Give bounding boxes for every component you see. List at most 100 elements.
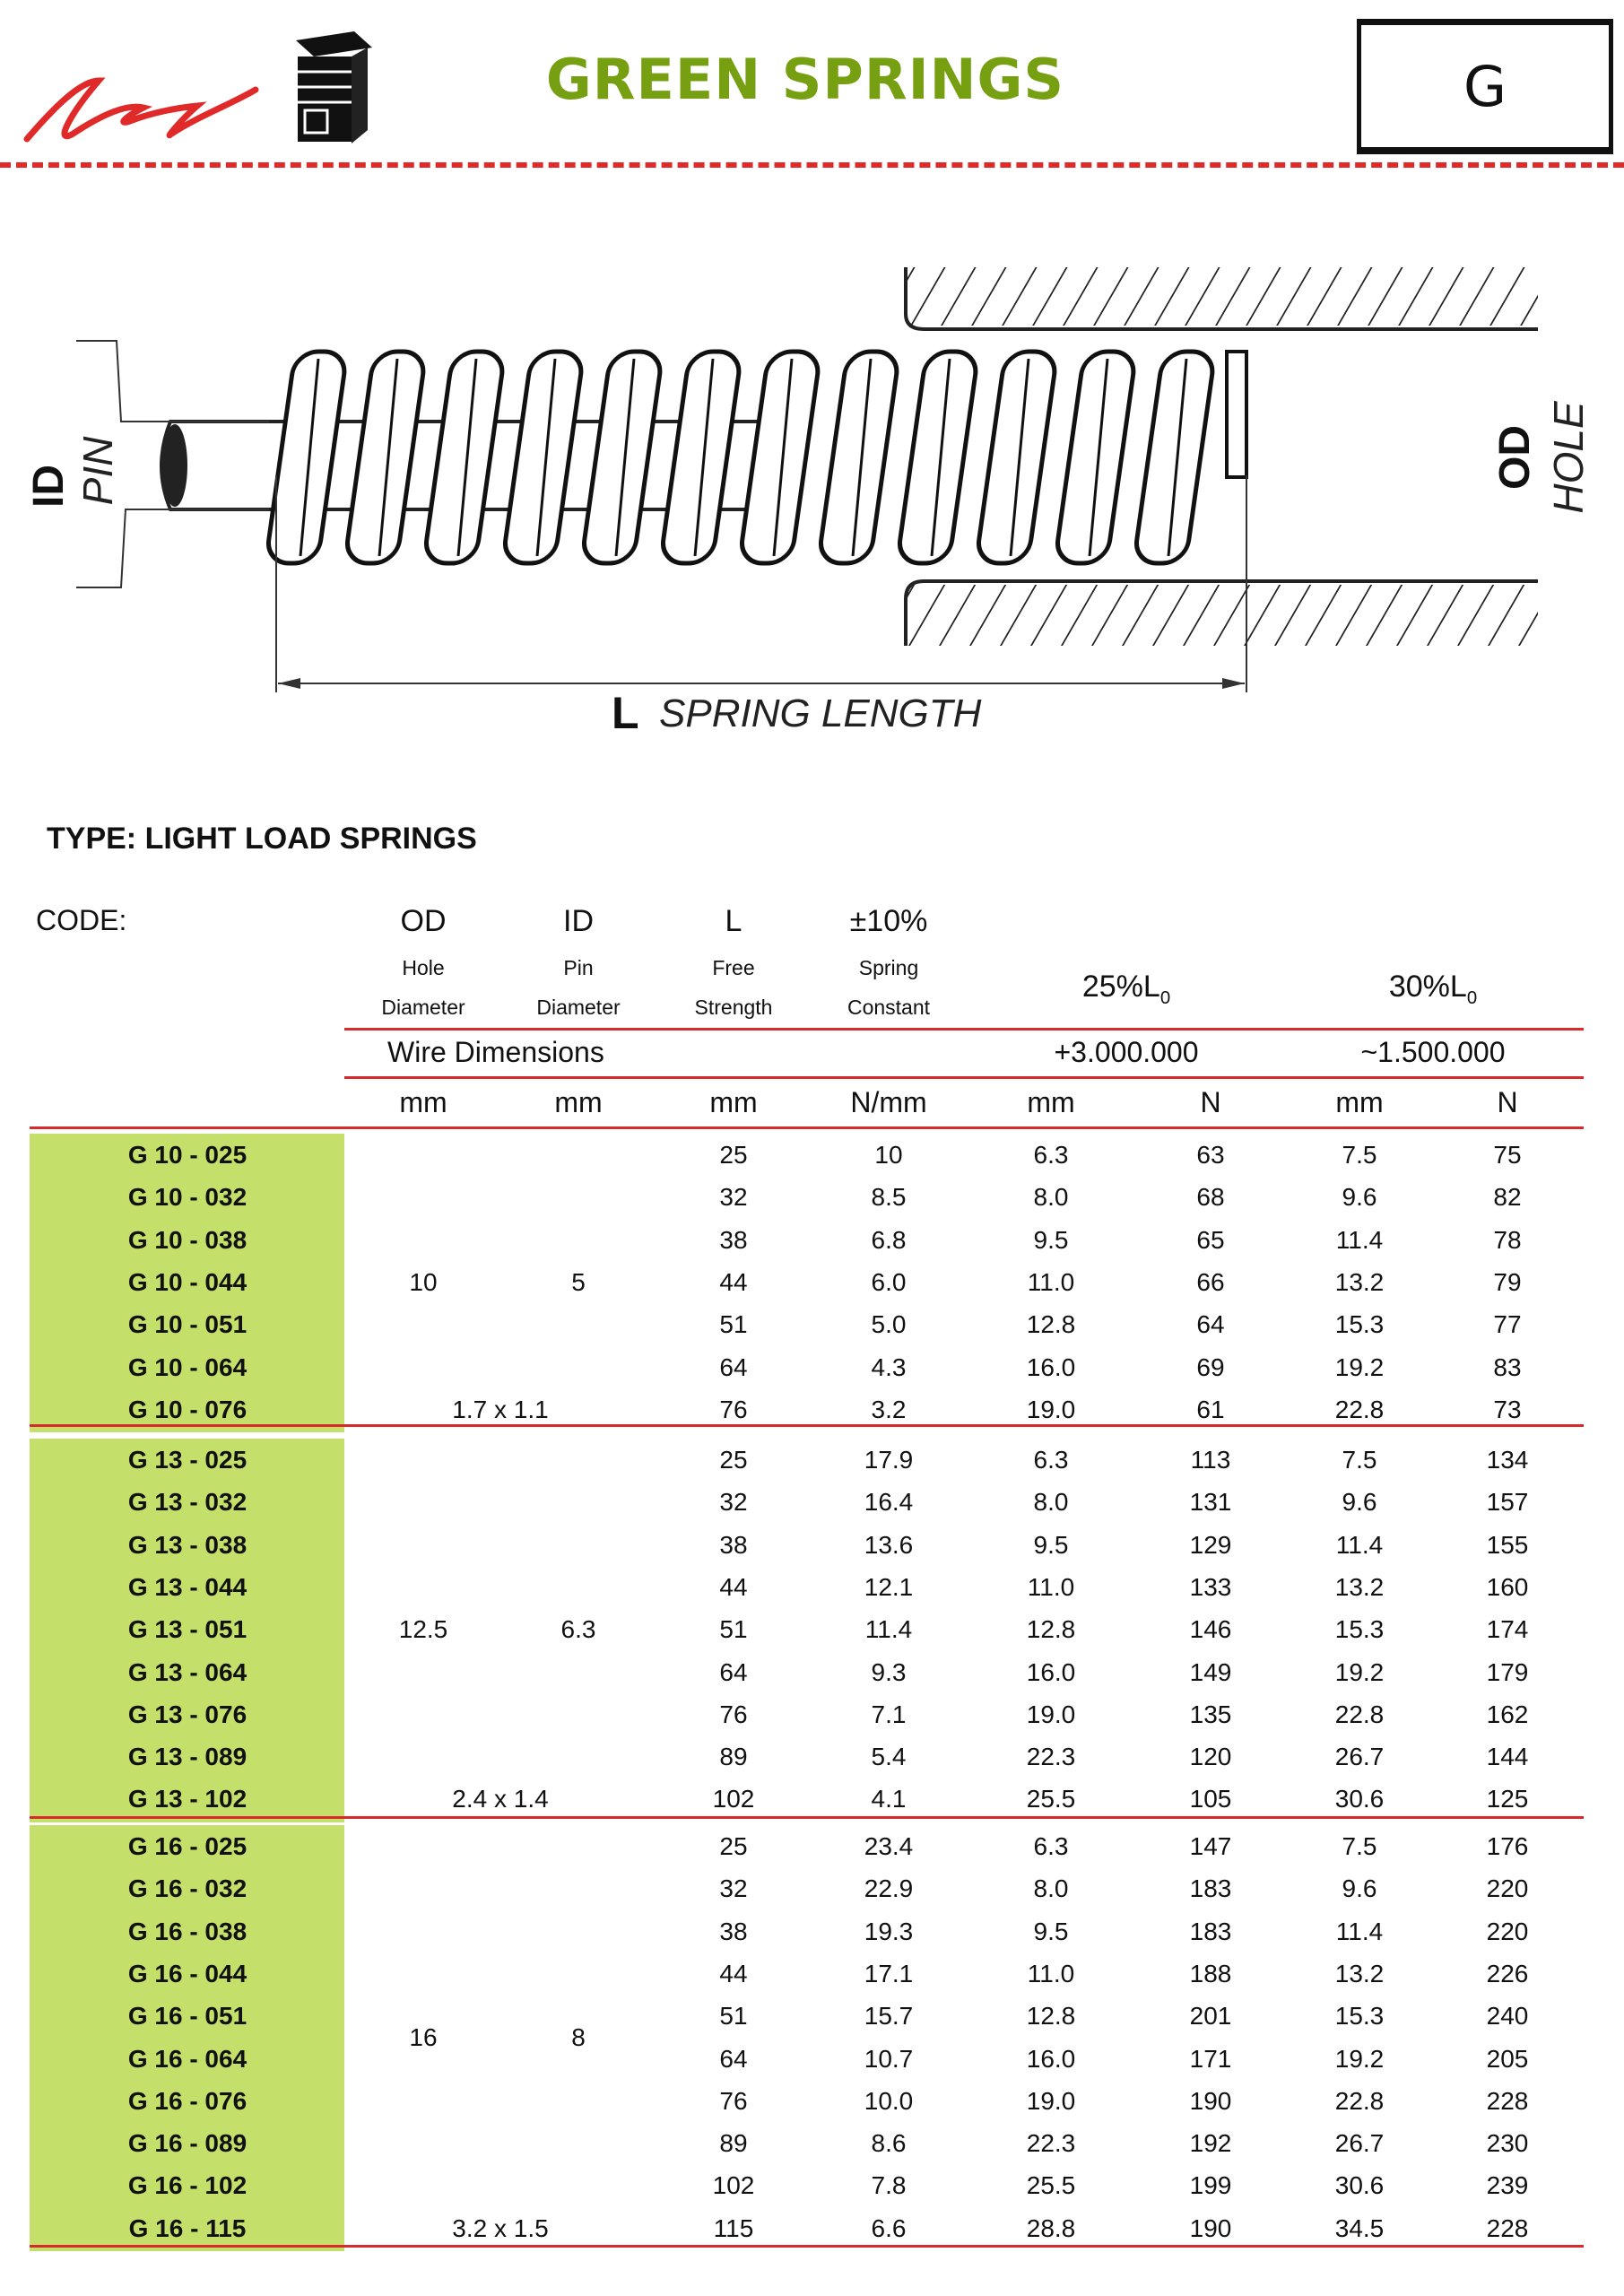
table-cell: 76 — [719, 1700, 748, 1728]
table-cell: 77 — [1493, 1310, 1522, 1339]
spring-coil — [581, 349, 663, 566]
divider — [344, 1076, 1584, 1079]
unit-header: mm — [399, 1086, 447, 1118]
table-cell: 146 — [1189, 1615, 1232, 1644]
table-cell: 171 — [1189, 2044, 1232, 2073]
pin-label: PIN — [74, 436, 121, 505]
group-divider — [30, 2245, 1584, 2248]
column-subheader: Diameter — [536, 996, 621, 1019]
table-cell: 9.6 — [1342, 1183, 1377, 1212]
table-cell: 12.8 — [1026, 1310, 1076, 1339]
table-cell: 160 — [1486, 1572, 1529, 1601]
table-cell: 68 — [1196, 1183, 1225, 1212]
spring-code: G 16 - 089 — [127, 2129, 248, 2158]
table-cell: 11.4 — [1335, 1917, 1384, 1945]
table-cell: 113 — [1190, 1446, 1231, 1474]
code-column-highlight — [30, 1439, 344, 1822]
table-cell: 19.2 — [1334, 2044, 1385, 2073]
cycles-30: ~1.500.000 — [1360, 1036, 1506, 1068]
coil-edge — [772, 358, 794, 557]
table-cell: 220 — [1486, 1874, 1529, 1903]
spring-coil — [976, 349, 1057, 566]
table-cell: 11.0 — [1027, 1572, 1075, 1601]
table-cell: 10.7 — [864, 2044, 914, 2073]
spring-code: G 10 - 044 — [127, 1267, 248, 1296]
table-cell: 183 — [1189, 1874, 1232, 1903]
coil-edge — [851, 358, 873, 557]
table-cell: 9.6 — [1342, 1488, 1377, 1517]
spring-code: G 13 - 032 — [127, 1488, 248, 1517]
unit-header: mm — [554, 1086, 603, 1118]
table-cell: 190 — [1189, 2086, 1232, 2115]
table-cell: 23.4 — [864, 1832, 914, 1860]
table-cell: 3.2 — [871, 1395, 907, 1423]
table-cell: 32 — [719, 1488, 748, 1517]
hole-diameter: 12.5 — [398, 1615, 448, 1644]
table-cell: 13.2 — [1334, 1572, 1385, 1601]
table-cell: 64 — [719, 2044, 748, 2073]
coil-edge — [614, 358, 636, 557]
series-badge: G — [1357, 19, 1613, 154]
table-cell: 22.8 — [1334, 1395, 1385, 1423]
table-cell: 179 — [1486, 1657, 1529, 1686]
table-cell: 13.2 — [1334, 1959, 1385, 1987]
spring-code: G 16 - 051 — [127, 2002, 248, 2031]
spring-coil — [739, 349, 821, 566]
spring-code: G 13 - 089 — [127, 1743, 248, 1771]
table-cell: 9.5 — [1033, 1225, 1069, 1254]
column-header: ±10% — [849, 904, 928, 938]
table-cell: 226 — [1486, 1959, 1529, 1987]
spring-code: G 10 - 032 — [127, 1183, 248, 1212]
table-cell: 44 — [719, 1959, 748, 1987]
table-cell: 30.6 — [1334, 1785, 1385, 1813]
spring-coil — [1133, 349, 1215, 566]
table-cell: 73 — [1493, 1395, 1522, 1423]
table-cell: 133 — [1189, 1572, 1232, 1601]
table-cell: 199 — [1189, 2171, 1232, 2200]
spring-code: G 13 - 051 — [127, 1615, 248, 1644]
table-cell: 7.1 — [871, 1700, 907, 1728]
code-column-highlight — [30, 1825, 344, 2251]
spring-coil — [897, 349, 978, 566]
table-cell: 129 — [1189, 1530, 1232, 1559]
table-cell: 51 — [719, 2002, 748, 2031]
table-cell: 25.5 — [1026, 1785, 1076, 1813]
table-cell: 32 — [719, 1183, 748, 1212]
table-cell: 19.0 — [1026, 1700, 1076, 1728]
table-cell: 9.5 — [1033, 1917, 1069, 1945]
table-cell: 11.0 — [1027, 1959, 1075, 1987]
spring-code: G 16 - 076 — [127, 2086, 248, 2115]
table-cell: 131 — [1189, 1488, 1232, 1517]
table-cell: 228 — [1486, 2086, 1529, 2115]
table-cell: 15.7 — [864, 2002, 914, 2031]
table-cell: 147 — [1189, 1832, 1232, 1860]
table-cell: 8.0 — [1033, 1183, 1069, 1212]
table-cell: 7.8 — [871, 2171, 907, 2200]
table-cell: 19.0 — [1026, 1395, 1076, 1423]
length-symbol: L — [612, 688, 639, 738]
table-cell: 26.7 — [1334, 1743, 1385, 1771]
table-cell: 15.3 — [1334, 1310, 1385, 1339]
column-header: ID — [563, 904, 594, 938]
wire-dimensions: 1.7 x 1.1 — [452, 1395, 549, 1423]
spring-coil — [1055, 349, 1136, 566]
spring-coil — [660, 349, 742, 566]
spring-code: G 13 - 064 — [127, 1657, 248, 1686]
hole-label: HOLE — [1545, 400, 1592, 514]
table-cell: 44 — [719, 1267, 748, 1296]
table-cell: 10 — [874, 1141, 903, 1169]
table-cell: 16.0 — [1026, 1657, 1076, 1686]
code-label: CODE: — [36, 904, 127, 936]
spring-code: G 13 - 076 — [127, 1700, 248, 1728]
wire-dimensions: 2.4 x 1.4 — [452, 1785, 549, 1813]
table-cell: 64 — [719, 1657, 748, 1686]
pin-diameter: 5 — [571, 1267, 586, 1296]
deflection-25-header: 25%L0 — [1081, 970, 1171, 1008]
spring-type-heading: TYPE: LIGHT LOAD SPRINGS — [47, 822, 477, 856]
table-cell: 6.0 — [871, 1267, 907, 1296]
column-header: L — [725, 904, 743, 938]
table-cell: 76 — [719, 1395, 748, 1423]
table-cell: 6.3 — [1033, 1446, 1069, 1474]
table-cell: 155 — [1486, 1530, 1529, 1559]
table-cell: 157 — [1486, 1488, 1529, 1517]
